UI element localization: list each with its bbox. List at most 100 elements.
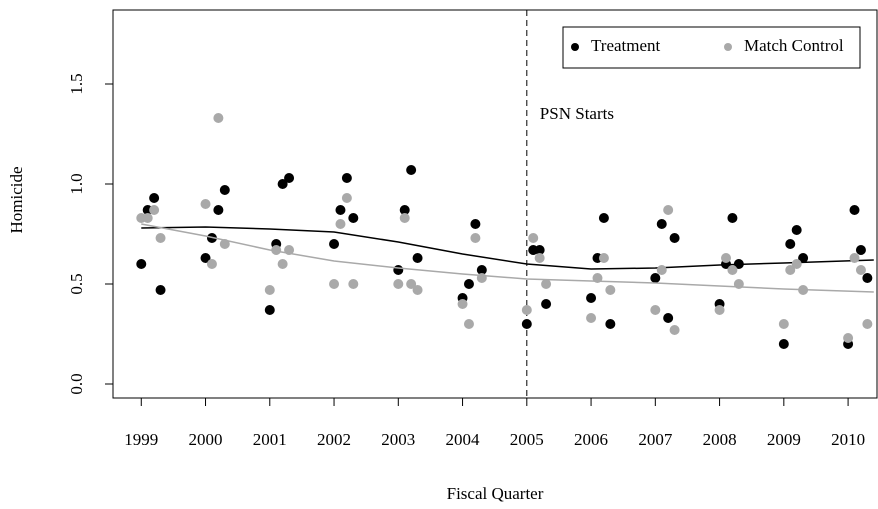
point: [586, 313, 597, 323]
y-tick-label: 1.0: [67, 173, 86, 194]
point: [284, 173, 295, 183]
point: [264, 285, 275, 295]
point: [335, 219, 346, 229]
point: [534, 245, 545, 255]
point: [843, 333, 854, 343]
point: [541, 299, 552, 309]
x-tick-label: 2000: [189, 430, 223, 449]
point: [862, 319, 873, 329]
point: [528, 233, 539, 243]
point: [149, 193, 160, 203]
point: [663, 205, 674, 215]
point: [669, 325, 680, 335]
trend-line: [141, 226, 874, 270]
legend-marker: [724, 43, 732, 51]
point: [849, 205, 860, 215]
point: [605, 285, 616, 295]
point: [348, 213, 359, 223]
point: [541, 279, 552, 289]
y-tick-label: 1.5: [67, 73, 86, 94]
point: [521, 319, 532, 329]
point: [142, 213, 153, 223]
point: [598, 253, 609, 263]
point: [656, 219, 667, 229]
point: [341, 173, 352, 183]
x-tick-label: 2007: [638, 430, 673, 449]
point: [785, 239, 796, 249]
point: [791, 259, 802, 269]
point: [778, 319, 789, 329]
point: [399, 213, 410, 223]
point: [329, 279, 340, 289]
point: [855, 265, 866, 275]
point: [329, 239, 340, 249]
trend-line: [141, 223, 874, 293]
point: [791, 225, 802, 235]
x-tick-label: 2001: [253, 430, 287, 449]
point: [200, 253, 211, 263]
x-tick-label: 2003: [381, 430, 415, 449]
point: [149, 205, 160, 215]
x-tick-label: 2006: [574, 430, 608, 449]
point: [470, 219, 481, 229]
point: [213, 205, 224, 215]
point: [470, 233, 481, 243]
point: [785, 265, 796, 275]
point: [663, 313, 674, 323]
legend-box: [562, 26, 861, 69]
y-tick-label: 0.0: [67, 373, 86, 394]
point: [341, 193, 352, 203]
point: [393, 279, 404, 289]
point: [406, 165, 417, 175]
point: [463, 279, 474, 289]
point: [463, 319, 474, 329]
legend-label: Match Control: [744, 36, 844, 55]
point: [200, 199, 211, 209]
point: [271, 245, 282, 255]
legend-marker: [571, 43, 579, 51]
point: [778, 339, 789, 349]
point: [399, 205, 410, 215]
point: [155, 233, 166, 243]
point: [714, 305, 725, 315]
x-tick-label: 2008: [703, 430, 737, 449]
point: [264, 305, 275, 315]
point: [213, 113, 224, 123]
x-tick-label: 2009: [767, 430, 801, 449]
point: [605, 319, 616, 329]
point: [335, 205, 346, 215]
point: [412, 253, 423, 263]
point: [862, 273, 873, 283]
y-axis-label: Homicide: [7, 166, 26, 233]
x-axis-label: Fiscal Quarter: [447, 484, 544, 503]
plot-frame: [112, 9, 878, 399]
point: [586, 293, 597, 303]
point: [650, 273, 661, 283]
point: [727, 213, 738, 223]
point: [476, 265, 487, 275]
x-tick-label: 2002: [317, 430, 351, 449]
point: [412, 285, 423, 295]
y-tick-label: 0.5: [67, 273, 86, 294]
x-tick-label: 2010: [831, 430, 865, 449]
point: [348, 279, 359, 289]
point: [798, 253, 809, 263]
point: [720, 253, 731, 263]
x-tick-label: 2005: [510, 430, 544, 449]
point: [656, 265, 667, 275]
point: [206, 259, 217, 269]
point: [650, 305, 661, 315]
point: [457, 299, 468, 309]
point: [277, 259, 288, 269]
point: [136, 259, 147, 269]
point: [393, 265, 404, 275]
point: [521, 305, 532, 315]
point: [219, 185, 230, 195]
legend-label: Treatment: [591, 36, 661, 55]
x-tick-label: 1999: [124, 430, 158, 449]
point: [534, 253, 545, 263]
point: [727, 265, 738, 275]
annotation: PSN Starts: [540, 104, 614, 123]
point: [849, 253, 860, 263]
